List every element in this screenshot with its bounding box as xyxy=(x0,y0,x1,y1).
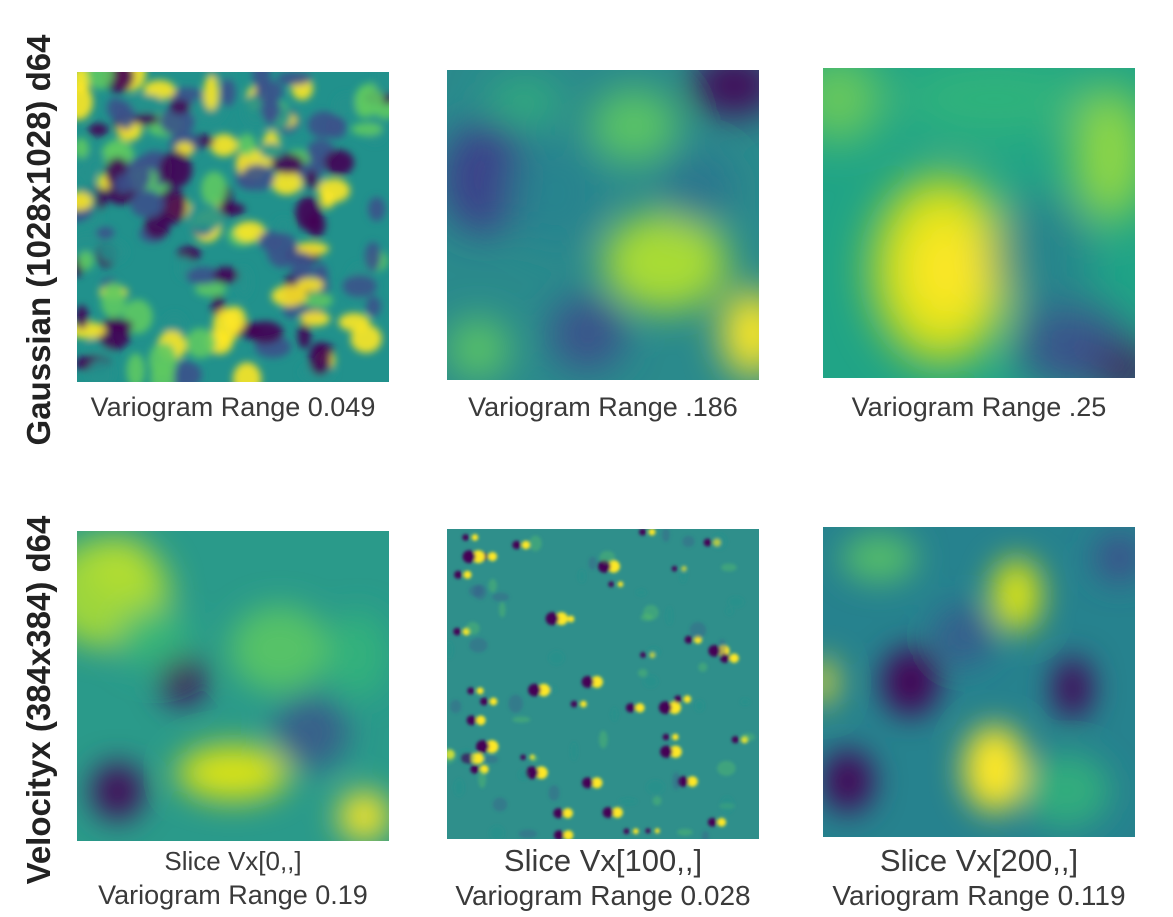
panel-slice-label: Slice Vx[100,,] xyxy=(503,843,703,878)
panel-caption: Variogram Range 0.028 xyxy=(455,880,751,911)
field-panel-velocityx-slice-100 xyxy=(447,529,759,839)
panel-caption: Variogram Range .25 xyxy=(851,392,1107,422)
row-label-gaussian: Gaussian (1028x1028) d64 xyxy=(20,34,57,446)
panel-caption: Variogram Range 0.119 xyxy=(832,880,1126,911)
field-panel-velocityx-slice-0 xyxy=(77,531,389,841)
field-panel-gaussian-range-186 xyxy=(447,70,759,380)
panel-caption: Variogram Range 0.049 xyxy=(90,392,376,422)
panel-slice-label: Slice Vx[200,,] xyxy=(879,843,1079,878)
field-panel-gaussian-range-0049 xyxy=(77,72,389,382)
row-label-velocityx: Velocityx (384x384) d64 xyxy=(20,515,57,885)
field-panel-gaussian-range-25 xyxy=(823,68,1135,378)
panel-slice-label: Slice Vx[0,,] xyxy=(164,846,302,876)
field-panel-velocityx-slice-200 xyxy=(823,527,1135,837)
panel-caption: Variogram Range 0.19 xyxy=(98,880,368,910)
panel-caption: Variogram Range .186 xyxy=(468,392,738,422)
